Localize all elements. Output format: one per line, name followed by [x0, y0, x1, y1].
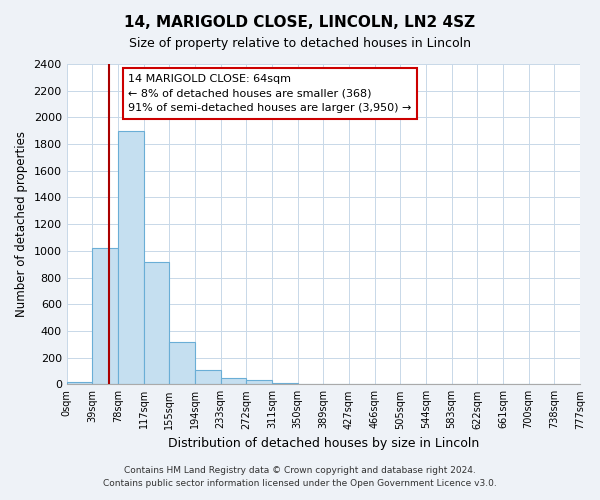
Text: Size of property relative to detached houses in Lincoln: Size of property relative to detached ho… — [129, 38, 471, 51]
Text: 14 MARIGOLD CLOSE: 64sqm
← 8% of detached houses are smaller (368)
91% of semi-d: 14 MARIGOLD CLOSE: 64sqm ← 8% of detache… — [128, 74, 412, 113]
Bar — [118, 130, 143, 384]
Bar — [247, 380, 272, 384]
Text: 14, MARIGOLD CLOSE, LINCOLN, LN2 4SZ: 14, MARIGOLD CLOSE, LINCOLN, LN2 4SZ — [124, 15, 476, 30]
Bar — [169, 342, 195, 384]
Bar — [272, 383, 298, 384]
Y-axis label: Number of detached properties: Number of detached properties — [15, 131, 28, 317]
Bar — [67, 382, 92, 384]
Bar — [221, 378, 247, 384]
Bar — [195, 370, 221, 384]
Bar — [143, 262, 169, 384]
Bar — [92, 248, 118, 384]
Text: Contains HM Land Registry data © Crown copyright and database right 2024.
Contai: Contains HM Land Registry data © Crown c… — [103, 466, 497, 487]
X-axis label: Distribution of detached houses by size in Lincoln: Distribution of detached houses by size … — [168, 437, 479, 450]
